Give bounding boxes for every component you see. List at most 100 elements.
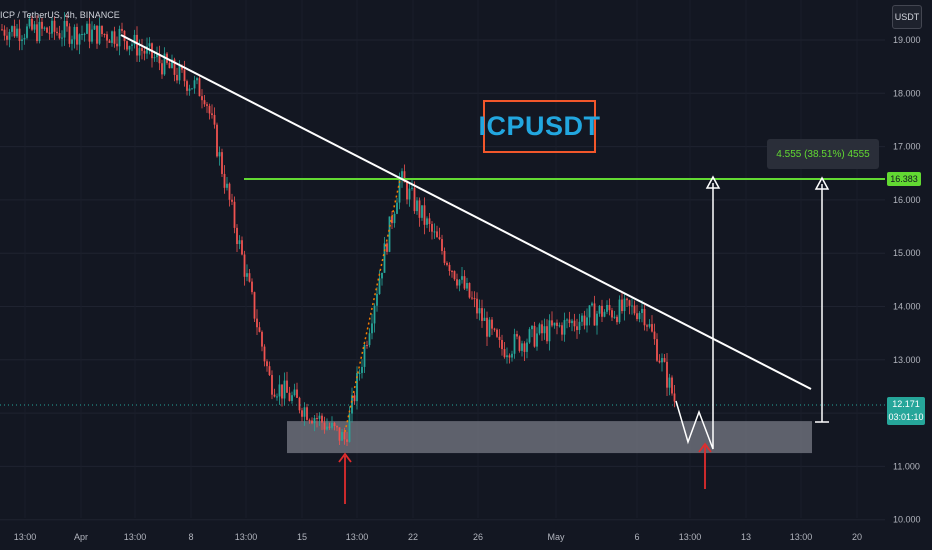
low-arrow-right — [698, 442, 712, 489]
candle — [596, 310, 598, 335]
candle — [158, 45, 161, 71]
candle — [368, 328, 371, 348]
candle — [318, 412, 321, 426]
candle — [331, 416, 333, 430]
candle — [273, 388, 276, 398]
candle — [6, 27, 8, 46]
candles — [1, 12, 676, 446]
annotation-title[interactable]: ICPUSDT — [479, 100, 600, 153]
candle — [168, 59, 171, 69]
candle — [526, 338, 528, 359]
candle — [591, 301, 593, 307]
price-tick-6: 13.000 — [893, 355, 921, 365]
candle — [216, 122, 218, 158]
candle — [23, 33, 26, 45]
candle — [148, 37, 151, 55]
candle — [218, 146, 221, 166]
candle — [451, 269, 453, 278]
candle — [236, 224, 238, 252]
measure-label: 4.555 (38.51%) 4555 — [767, 139, 879, 169]
candle — [211, 104, 213, 119]
candle — [38, 17, 41, 44]
candle — [113, 26, 116, 48]
price-tick-1: 18.000 — [893, 88, 921, 98]
candle — [203, 95, 206, 107]
candle — [498, 329, 501, 348]
candle — [291, 391, 293, 404]
candle — [643, 304, 646, 331]
candle — [616, 314, 618, 325]
candle — [601, 299, 603, 322]
candle — [303, 402, 306, 426]
candle — [271, 370, 273, 400]
candle — [43, 26, 46, 31]
candle — [558, 322, 561, 328]
candle — [496, 328, 498, 338]
candle — [328, 422, 331, 430]
candle — [366, 340, 368, 349]
candle — [611, 307, 613, 322]
candle — [196, 77, 198, 85]
candle — [576, 318, 578, 339]
candle — [138, 39, 141, 63]
candle — [488, 317, 491, 338]
candle — [621, 292, 623, 314]
candle — [608, 298, 611, 316]
candle — [501, 334, 503, 356]
candle — [41, 18, 43, 37]
candle — [71, 35, 73, 51]
candle — [183, 60, 186, 87]
candle — [68, 23, 71, 48]
candle — [188, 84, 191, 96]
candle — [338, 427, 341, 445]
measure-arrowhead — [814, 176, 830, 190]
candle — [603, 309, 606, 318]
candle — [226, 176, 228, 191]
candle — [646, 323, 648, 332]
candle — [651, 315, 653, 333]
candle — [406, 179, 408, 205]
price-tick-0: 19.000 — [893, 35, 921, 45]
candle — [446, 261, 448, 267]
time-tick-0: 13:00 — [14, 532, 37, 542]
candle — [513, 328, 516, 359]
candle — [583, 310, 586, 330]
price-tick-3: 16.000 — [893, 195, 921, 205]
candle — [561, 322, 563, 341]
candle — [258, 322, 261, 333]
candle — [26, 23, 28, 40]
candle — [251, 278, 253, 295]
candle — [58, 25, 61, 40]
time-tick-1: Apr — [74, 532, 88, 542]
candle — [663, 353, 666, 363]
down-trendline[interactable] — [120, 34, 812, 390]
candle — [586, 308, 588, 333]
candle — [293, 383, 296, 397]
candle — [363, 341, 366, 373]
projected-path — [675, 183, 714, 450]
candle — [121, 22, 123, 34]
support-zone — [287, 421, 812, 454]
candle — [78, 33, 81, 55]
candle — [143, 46, 146, 61]
candle — [13, 19, 16, 38]
candle — [503, 342, 506, 359]
time-axis[interactable]: 13:00 Apr 13:00 8 13:00 15 13:00 22 26 May 6 13:00 1… — [14, 532, 862, 542]
candle — [578, 313, 581, 335]
candle — [3, 25, 6, 41]
candle — [428, 213, 431, 232]
candle — [491, 316, 493, 336]
candle — [128, 45, 131, 56]
candle — [36, 15, 38, 44]
candle — [541, 320, 543, 341]
candle — [648, 319, 651, 329]
candle — [436, 225, 438, 238]
candle — [553, 322, 556, 329]
projected-path-arrowhead — [705, 175, 721, 189]
candle — [376, 287, 378, 312]
candle — [533, 321, 536, 348]
time-tick-10: May — [547, 532, 565, 542]
price-unit-badge[interactable]: USDT — [892, 5, 922, 29]
candle — [458, 279, 461, 292]
